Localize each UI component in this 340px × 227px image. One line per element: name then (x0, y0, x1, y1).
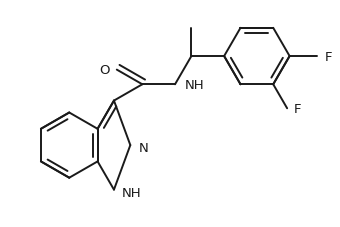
Text: NH: NH (185, 79, 205, 91)
Text: F: F (294, 102, 302, 115)
Text: NH: NH (122, 186, 141, 199)
Text: N: N (138, 141, 148, 154)
Text: F: F (324, 50, 332, 63)
Text: O: O (99, 64, 110, 77)
